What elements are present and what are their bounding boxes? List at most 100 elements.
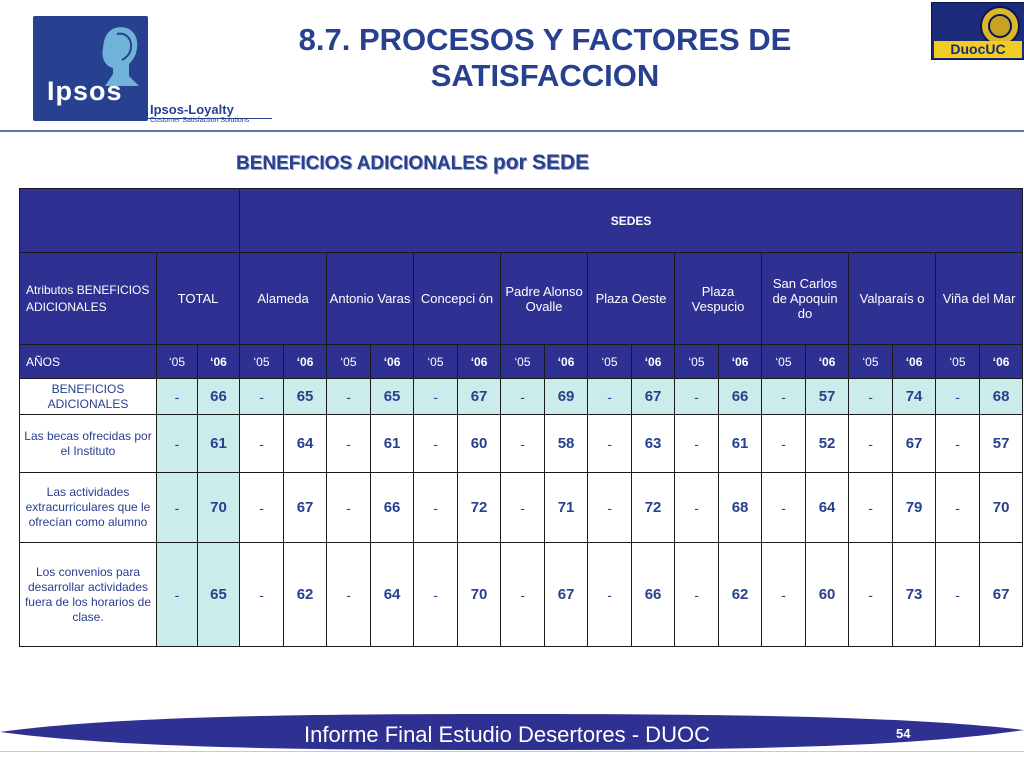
value-2006-cell: 66 — [196, 378, 241, 415]
ipsos-logo: Ipsos — [33, 16, 148, 121]
year-05-cell: ‘05 — [935, 344, 981, 379]
subtitle-main: BENEFICIOS ADICIONALES — [236, 153, 488, 174]
value-2005-cell: - — [413, 472, 459, 543]
value-2006-cell: 62 — [718, 542, 763, 647]
year-05-cell: ‘05 — [674, 344, 720, 379]
sede-header-concepcion: Concepci ón — [413, 252, 502, 345]
value-2005-cell: - — [239, 378, 285, 415]
value-2006-cell: 64 — [283, 414, 328, 473]
value-2006-cell: 67 — [892, 414, 937, 473]
duoc-seal-inner — [988, 14, 1012, 38]
value-2005-cell: - — [500, 472, 546, 543]
years-row: AÑOS ‘05 ‘06 ‘05 ‘06 ‘05 ‘06 ‘05 ‘06 ‘05 ‘06 ‘05 ‘0… — [19, 344, 1024, 379]
title-line-2: SATISFACCION — [430, 58, 660, 93]
year-06-cell: ‘06 — [979, 344, 1024, 379]
value-2006-cell: 61 — [370, 414, 415, 473]
duoc-logo: DuocUC — [931, 2, 1024, 60]
value-2005-cell: - — [326, 542, 372, 647]
value-2005-cell: - — [500, 414, 546, 473]
value-2006-cell: 65 — [196, 542, 241, 647]
year-06-cell: ‘06 — [196, 344, 241, 379]
value-2005-cell: - — [326, 414, 372, 473]
subtitle-sede: SEDE — [531, 151, 590, 174]
value-2005-cell: - — [674, 472, 720, 543]
value-2005-cell: - — [848, 542, 894, 647]
loyalty-tagline: Customer Satisfaction Solutions — [150, 117, 250, 124]
value-2006-cell: 63 — [631, 414, 676, 473]
total-header: TOTAL — [155, 252, 241, 345]
value-2005-cell: - — [935, 378, 981, 415]
value-2006-cell: 66 — [631, 542, 676, 647]
value-2005-cell: - — [413, 542, 459, 647]
year-05-cell: ‘05 — [156, 344, 198, 379]
value-2005-cell: - — [761, 472, 807, 543]
value-2005-cell: - — [239, 414, 285, 473]
value-2006-cell: 67 — [457, 378, 502, 415]
year-06-cell: ‘06 — [631, 344, 676, 379]
sede-header-valparaiso: Valparaís o — [848, 252, 937, 345]
footer-band — [0, 714, 1024, 750]
value-2006-cell: 68 — [718, 472, 763, 543]
section-subtitle: BENEFICIOS ADICIONALES por SEDE — [236, 151, 589, 175]
row-attribute-label: Los convenios para desarrollar actividad… — [19, 542, 157, 647]
value-2006-cell: 72 — [457, 472, 502, 543]
table-row: Los convenios para desarrollar actividad… — [19, 542, 1024, 647]
value-2006-cell: 68 — [979, 378, 1024, 415]
column-header-row: Atributos BENEFICIOS ADICIONALES TOTAL A… — [19, 252, 1024, 345]
year-05-cell: ‘05 — [326, 344, 372, 379]
footer-divider — [0, 751, 1024, 752]
duoc-wordmark: DuocUC — [934, 41, 1022, 58]
value-2006-cell: 71 — [544, 472, 589, 543]
subtitle-por: por — [492, 151, 527, 174]
year-06-cell: ‘06 — [457, 344, 502, 379]
sede-header-vina-del-mar: Viña del Mar — [935, 252, 1024, 345]
value-2005-cell: - — [413, 378, 459, 415]
title-line-1: 8.7. PROCESOS Y FACTORES DE — [298, 22, 792, 57]
footer-title-text: Informe Final Estudio Desertores - DUOC — [304, 722, 710, 747]
value-2005-cell: - — [156, 542, 198, 647]
sede-header-antonio-varas: Antonio Varas — [326, 252, 415, 345]
row-attribute-label: Las actividades extracurriculares que le… — [19, 472, 157, 543]
years-label: AÑOS — [19, 344, 157, 379]
value-2005-cell: - — [413, 414, 459, 473]
value-2006-cell: 74 — [892, 378, 937, 415]
value-2006-cell: 62 — [283, 542, 328, 647]
value-2006-cell: 70 — [457, 542, 502, 647]
sede-header-padre-alonso-ovalle: Padre Alonso Ovalle — [500, 252, 589, 345]
value-2005-cell: - — [587, 472, 633, 543]
value-2005-cell: - — [156, 378, 198, 415]
loyalty-underline — [144, 118, 272, 119]
value-2005-cell: - — [848, 472, 894, 543]
year-05-cell: ‘05 — [239, 344, 285, 379]
value-2005-cell: - — [500, 542, 546, 647]
value-2006-cell: 66 — [718, 378, 763, 415]
value-2006-cell: 58 — [544, 414, 589, 473]
page-title: 8.7. PROCESOS Y FACTORES DE SATISFACCION — [255, 22, 835, 94]
value-2005-cell: - — [239, 542, 285, 647]
value-2006-cell: 67 — [979, 542, 1024, 647]
value-2006-cell: 60 — [805, 542, 850, 647]
value-2006-cell: 66 — [370, 472, 415, 543]
year-06-cell: ‘06 — [283, 344, 328, 379]
value-2006-cell: 64 — [805, 472, 850, 543]
header-blank-cell — [18, 188, 241, 253]
value-2005-cell: - — [587, 414, 633, 473]
value-2005-cell: - — [761, 542, 807, 647]
value-2005-cell: - — [156, 472, 198, 543]
value-2006-cell: 73 — [892, 542, 937, 647]
footer-title: Informe Final Estudio Desertores - DUOC — [0, 722, 1024, 748]
table-row: Las actividades extracurriculares que le… — [19, 472, 1024, 543]
year-06-cell: ‘06 — [718, 344, 763, 379]
value-2006-cell: 64 — [370, 542, 415, 647]
year-06-cell: ‘06 — [892, 344, 937, 379]
loyalty-name: Ipsos-Loyalty — [150, 102, 234, 117]
value-2006-cell: 57 — [979, 414, 1024, 473]
value-2005-cell: - — [500, 378, 546, 415]
value-2005-cell: - — [674, 378, 720, 415]
ipsos-head-silhouette-icon — [102, 27, 139, 86]
value-2006-cell: 67 — [544, 542, 589, 647]
value-2006-cell: 65 — [370, 378, 415, 415]
sede-header-alameda: Alameda — [239, 252, 328, 345]
value-2006-cell: 67 — [631, 378, 676, 415]
value-2005-cell: - — [239, 472, 285, 543]
